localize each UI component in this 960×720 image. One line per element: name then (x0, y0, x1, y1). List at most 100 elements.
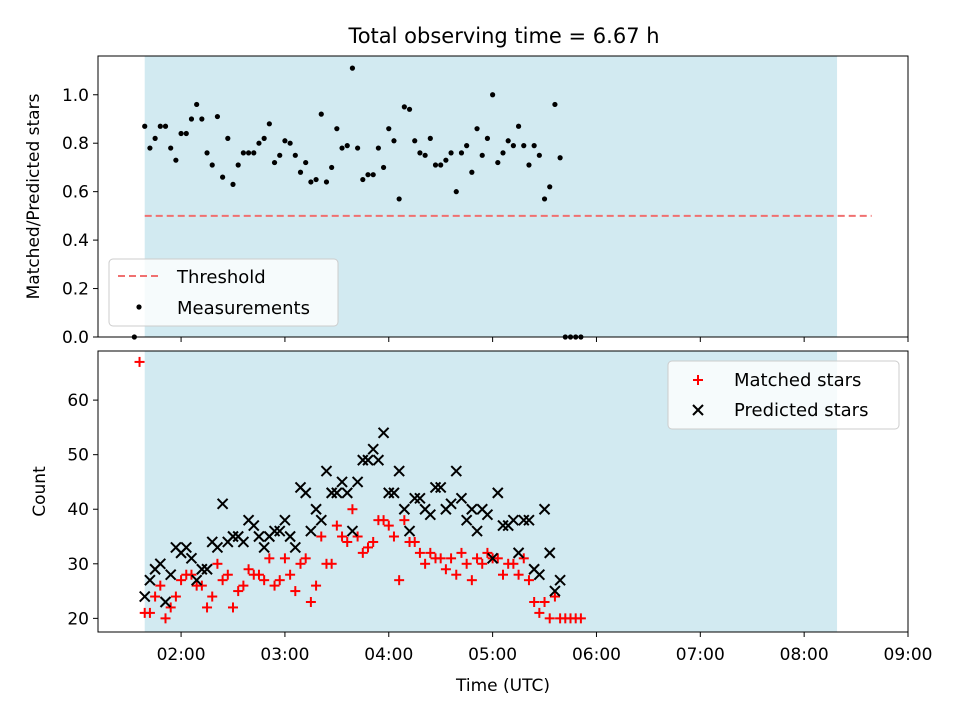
matched-star-marker (305, 596, 316, 607)
legend-label: Matched stars (734, 370, 861, 391)
matched-star-marker (461, 558, 472, 569)
measurement-point (256, 140, 262, 146)
y-tick-label: 0.2 (62, 280, 89, 300)
measurement-point (308, 179, 314, 185)
marker-stroke (248, 519, 260, 532)
x-tick-label: 02:00 (157, 645, 206, 665)
measurement-point (380, 164, 387, 171)
predicted-star-marker (144, 574, 156, 586)
predicted-star-marker (409, 492, 421, 505)
measurement-point (344, 143, 350, 149)
ratio-panel: 0.0 0.2 0.4 0.6 0.8 1.0 Matched/Predicted star… (24, 55, 909, 348)
measurement-point (406, 106, 413, 112)
matched-star-marker (337, 531, 348, 542)
marker-stroke (528, 563, 540, 575)
matched-star-marker (440, 564, 451, 575)
measurement-point (547, 184, 553, 190)
measurement-point (173, 157, 179, 163)
marker-stroke (185, 552, 198, 565)
measurement-point (536, 152, 542, 158)
measurement-point (287, 140, 293, 146)
axes-frame (97, 55, 909, 338)
y-tick-label: 30 (67, 555, 89, 575)
measurement-point (458, 150, 465, 156)
predicted-star-marker (279, 514, 291, 526)
y-tick-label: 0.8 (62, 134, 89, 154)
matched-star-marker (176, 575, 187, 586)
marker-stroke (315, 514, 327, 526)
matched-star-marker (518, 553, 529, 564)
matched-star-marker (383, 520, 394, 531)
matched-star-marker (274, 575, 285, 586)
marker-stroke (190, 574, 203, 586)
marker-stroke (497, 519, 509, 532)
marker-stroke (523, 514, 535, 526)
marker-stroke (486, 552, 499, 565)
marker-stroke (346, 525, 359, 537)
marker-stroke (445, 498, 457, 510)
matched-star-marker (425, 547, 436, 558)
matched-star-marker (300, 553, 311, 564)
matched-star-marker (347, 504, 358, 515)
x-tick-label: 07:00 (676, 645, 725, 665)
measurement-point (183, 130, 189, 137)
matched-star-marker (394, 575, 405, 586)
measurement-point (339, 145, 345, 151)
legend-label: Predicted stars (734, 400, 868, 421)
predicted-star-marker (377, 427, 390, 439)
marker-stroke (242, 514, 255, 526)
matched-star-marker (279, 553, 290, 564)
marker-stroke (544, 547, 556, 559)
measurement-point (152, 135, 158, 141)
predicted-star-marker (180, 541, 192, 554)
matched-star-marker (539, 596, 550, 607)
measurement-point (526, 162, 532, 168)
measurement-point (469, 169, 475, 175)
measurement-point (168, 145, 174, 151)
matched-star-marker (311, 580, 322, 591)
predicted-star-marker (299, 487, 312, 499)
measurement-point (365, 172, 371, 178)
matched-star-marker (420, 558, 431, 569)
predicted-star-marker (523, 514, 535, 526)
predicted-star-marker (351, 476, 364, 488)
series-matched-stars (134, 356, 586, 624)
measurement-point (162, 123, 169, 129)
x-axis-label: Time (UTC) (455, 676, 550, 696)
measurement-point (323, 179, 330, 185)
measurement-point (209, 162, 215, 168)
predicted-star-marker (434, 481, 447, 494)
legend-predicted-swatch (692, 404, 704, 416)
x-tick-label: 09:00 (884, 645, 933, 665)
predicted-star-marker (445, 498, 457, 510)
measurement-point (484, 135, 491, 141)
measurement-point (505, 138, 511, 144)
measurement-point (251, 150, 257, 156)
x-tick-label: 03:00 (260, 645, 309, 665)
predicted-star-marker (320, 465, 333, 477)
measurement-point (329, 164, 335, 171)
matched-star-marker (196, 580, 207, 591)
marker-stroke (154, 558, 167, 570)
predicted-star-marker (196, 563, 208, 575)
marker-stroke (434, 481, 447, 494)
predicted-star-marker (248, 519, 260, 532)
matched-star-marker (544, 613, 555, 624)
matched-star-marker (414, 547, 425, 558)
marker-stroke (268, 525, 281, 537)
marker-stroke (460, 514, 473, 526)
marker-stroke (398, 503, 411, 515)
marker-stroke (492, 487, 504, 499)
y-axis-label: Matched/Predicted stars (24, 93, 44, 299)
matched-star-marker (207, 591, 218, 602)
matched-star-marker (399, 515, 410, 526)
legend-measurement-swatch (136, 304, 142, 310)
matched-star-marker (508, 558, 519, 569)
marker-stroke (237, 536, 250, 548)
measurement-point (495, 159, 501, 166)
predicted-star-marker (486, 552, 499, 565)
matched-star-marker (186, 569, 197, 580)
measurement-point (479, 152, 485, 158)
marker-stroke (284, 530, 296, 543)
marker-stroke (294, 481, 307, 494)
